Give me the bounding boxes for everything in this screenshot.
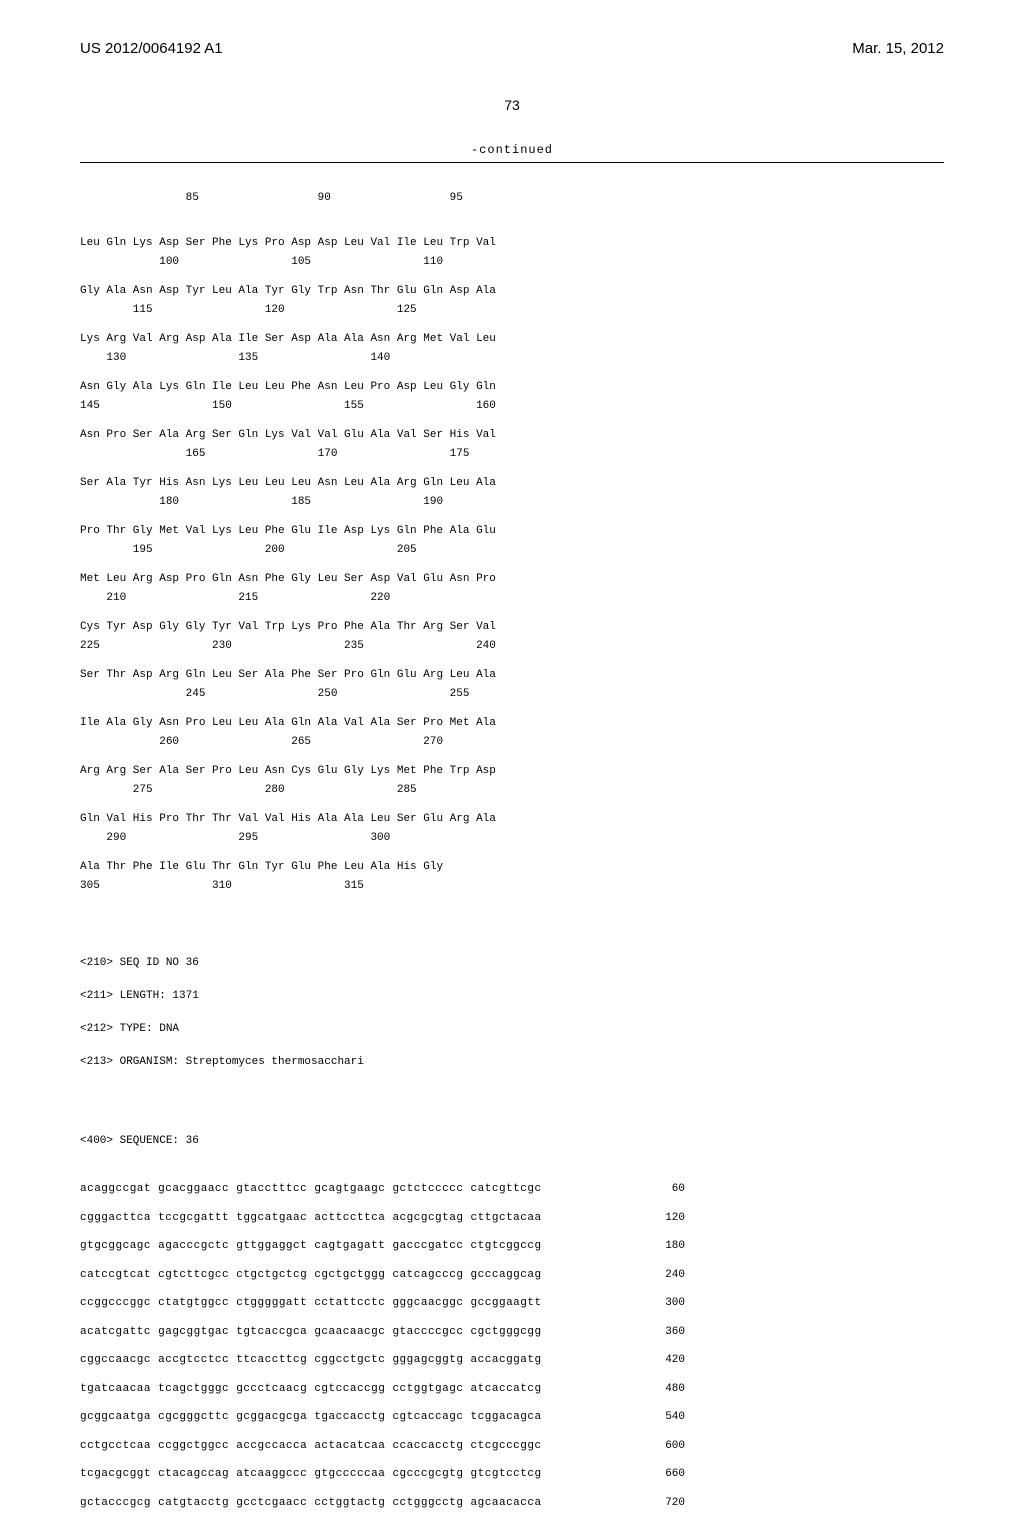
position-row: 260 265 270 bbox=[80, 734, 944, 751]
position-row: 115 120 125 bbox=[80, 302, 944, 319]
divider-line bbox=[80, 162, 944, 163]
dna-sequence-row: tgatcaacaa tcagctgggc gccctcaacg cgtccac… bbox=[80, 1381, 685, 1398]
position-row: 290 295 300 bbox=[80, 830, 944, 847]
sequence-label: <400> SEQUENCE: 36 bbox=[80, 1133, 944, 1150]
dna-sequence: gtgcggcagc agacccgctc gttggaggct cagtgag… bbox=[80, 1238, 542, 1255]
protein-sequence-row: Asn Pro Ser Ala Arg Ser Gln Lys Val Val … bbox=[80, 427, 944, 444]
publication-number: US 2012/0064192 A1 bbox=[80, 40, 223, 57]
sequence-content: 85 90 95 Leu Gln Lys Asp Ser Phe Lys Pro… bbox=[80, 173, 944, 1540]
position-row: 145 150 155 160 bbox=[80, 398, 944, 415]
dna-sequence-row: gctacccgcg catgtacctg gcctcgaacc cctggta… bbox=[80, 1495, 685, 1512]
dna-position: 120 bbox=[645, 1210, 685, 1227]
dna-sequence: acaggccgat gcacggaacc gtacctttcc gcagtga… bbox=[80, 1181, 542, 1198]
dna-position: 300 bbox=[645, 1295, 685, 1312]
position-row: 100 105 110 bbox=[80, 254, 944, 271]
position-row: 165 170 175 bbox=[80, 446, 944, 463]
dna-sequence: acatcgattc gagcggtgac tgtcaccgca gcaacaa… bbox=[80, 1324, 542, 1341]
dna-sequence-row: gcggcaatga cgcgggcttc gcggacgcga tgaccac… bbox=[80, 1409, 685, 1426]
protein-sequence-row: Met Leu Arg Asp Pro Gln Asn Phe Gly Leu … bbox=[80, 571, 944, 588]
dna-sequence-row: catccgtcat cgtcttcgcc ctgctgctcg cgctgct… bbox=[80, 1267, 685, 1284]
position-row: 180 185 190 bbox=[80, 494, 944, 511]
protein-sequence-row: Gly Ala Asn Asp Tyr Leu Ala Tyr Gly Trp … bbox=[80, 283, 944, 300]
protein-sequence-row: Lys Arg Val Arg Asp Ala Ile Ser Asp Ala … bbox=[80, 331, 944, 348]
dna-position: 360 bbox=[645, 1324, 685, 1341]
dna-sequence-row: gtgcggcagc agacccgctc gttggaggct cagtgag… bbox=[80, 1238, 685, 1255]
dna-position: 60 bbox=[645, 1181, 685, 1198]
position-top: 85 90 95 bbox=[80, 190, 944, 207]
protein-sequence-row: Ser Ala Tyr His Asn Lys Leu Leu Leu Asn … bbox=[80, 475, 944, 492]
page-number: 73 bbox=[80, 97, 944, 113]
protein-sequence-row: Pro Thr Gly Met Val Lys Leu Phe Glu Ile … bbox=[80, 523, 944, 540]
protein-sequence-row: Ser Thr Asp Arg Gln Leu Ser Ala Phe Ser … bbox=[80, 667, 944, 684]
dna-sequence: tcgacgcggt ctacagccag atcaaggccc gtgcccc… bbox=[80, 1466, 542, 1483]
dna-sequence: gctacccgcg catgtacctg gcctcgaacc cctggta… bbox=[80, 1495, 542, 1512]
page-header: US 2012/0064192 A1 Mar. 15, 2012 bbox=[80, 40, 944, 57]
protein-sequence-row: Arg Arg Ser Ala Ser Pro Leu Asn Cys Glu … bbox=[80, 763, 944, 780]
dna-position: 660 bbox=[645, 1466, 685, 1483]
dna-sequence: ccggcccggc ctatgtggcc ctgggggatt cctattc… bbox=[80, 1295, 542, 1312]
position-row: 210 215 220 bbox=[80, 590, 944, 607]
position-row: 130 135 140 bbox=[80, 350, 944, 367]
dna-sequence-row: cggccaacgc accgtcctcc ttcaccttcg cggcctg… bbox=[80, 1352, 685, 1369]
protein-sequence-row: Leu Gln Lys Asp Ser Phe Lys Pro Asp Asp … bbox=[80, 235, 944, 252]
dna-sequence: tgatcaacaa tcagctgggc gccctcaacg cgtccac… bbox=[80, 1381, 542, 1398]
position-row: 275 280 285 bbox=[80, 782, 944, 799]
protein-sequence-row: Ala Thr Phe Ile Glu Thr Gln Tyr Glu Phe … bbox=[80, 859, 944, 876]
position-row: 305 310 315 bbox=[80, 878, 944, 895]
dna-sequence: cgggacttca tccgcgattt tggcatgaac acttcct… bbox=[80, 1210, 542, 1227]
dna-sequence: gcggcaatga cgcgggcttc gcggacgcga tgaccac… bbox=[80, 1409, 542, 1426]
seq-length: <211> LENGTH: 1371 bbox=[80, 988, 944, 1005]
position-row: 245 250 255 bbox=[80, 686, 944, 703]
sequence-metadata: <210> SEQ ID NO 36 <211> LENGTH: 1371 <2… bbox=[80, 938, 944, 1087]
position-row: 195 200 205 bbox=[80, 542, 944, 559]
continued-label: -continued bbox=[80, 143, 944, 157]
protein-sequence-block: Leu Gln Lys Asp Ser Phe Lys Pro Asp Asp … bbox=[80, 235, 944, 895]
dna-position: 540 bbox=[645, 1409, 685, 1426]
dna-sequence-row: tcgacgcggt ctacagccag atcaaggccc gtgcccc… bbox=[80, 1466, 685, 1483]
protein-sequence-row: Ile Ala Gly Asn Pro Leu Leu Ala Gln Ala … bbox=[80, 715, 944, 732]
dna-sequence-block: acaggccgat gcacggaacc gtacctttcc gcagtga… bbox=[80, 1181, 944, 1511]
dna-sequence-row: acatcgattc gagcggtgac tgtcaccgca gcaacaa… bbox=[80, 1324, 685, 1341]
dna-sequence-row: cctgcctcaa ccggctggcc accgccacca actacat… bbox=[80, 1438, 685, 1455]
dna-sequence: cctgcctcaa ccggctggcc accgccacca actacat… bbox=[80, 1438, 542, 1455]
protein-sequence-row: Cys Tyr Asp Gly Gly Tyr Val Trp Lys Pro … bbox=[80, 619, 944, 636]
dna-sequence: cggccaacgc accgtcctcc ttcaccttcg cggcctg… bbox=[80, 1352, 542, 1369]
seq-id: <210> SEQ ID NO 36 bbox=[80, 955, 944, 972]
publication-date: Mar. 15, 2012 bbox=[852, 40, 944, 57]
dna-position: 180 bbox=[645, 1238, 685, 1255]
dna-sequence-row: ccggcccggc ctatgtggcc ctgggggatt cctattc… bbox=[80, 1295, 685, 1312]
dna-position: 420 bbox=[645, 1352, 685, 1369]
dna-sequence: catccgtcat cgtcttcgcc ctgctgctcg cgctgct… bbox=[80, 1267, 542, 1284]
protein-sequence-row: Asn Gly Ala Lys Gln Ile Leu Leu Phe Asn … bbox=[80, 379, 944, 396]
dna-position: 240 bbox=[645, 1267, 685, 1284]
seq-type: <212> TYPE: DNA bbox=[80, 1021, 944, 1038]
dna-position: 720 bbox=[645, 1495, 685, 1512]
protein-sequence-row: Gln Val His Pro Thr Thr Val Val His Ala … bbox=[80, 811, 944, 828]
dna-position: 480 bbox=[645, 1381, 685, 1398]
seq-organism: <213> ORGANISM: Streptomyces thermosacch… bbox=[80, 1054, 944, 1071]
dna-position: 600 bbox=[645, 1438, 685, 1455]
position-row: 225 230 235 240 bbox=[80, 638, 944, 655]
dna-sequence-row: acaggccgat gcacggaacc gtacctttcc gcagtga… bbox=[80, 1181, 685, 1198]
dna-sequence-row: cgggacttca tccgcgattt tggcatgaac acttcct… bbox=[80, 1210, 685, 1227]
